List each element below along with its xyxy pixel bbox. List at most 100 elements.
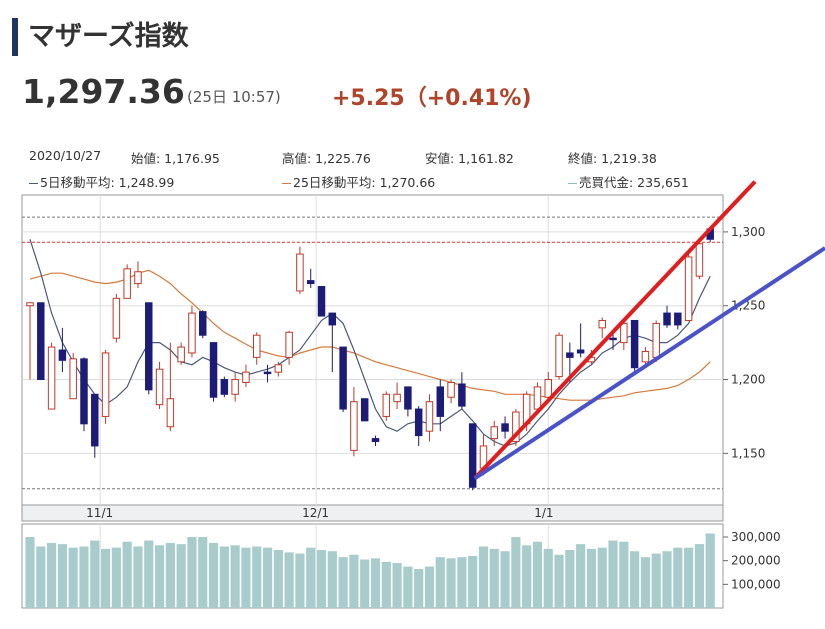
volume-bar <box>673 547 683 608</box>
candle-down <box>630 319 639 369</box>
candle-down <box>576 349 585 354</box>
candle-down <box>80 358 88 425</box>
volume-bar <box>586 548 597 608</box>
price-timestamp: (25日 10:57) <box>187 88 281 106</box>
volume-bar <box>392 563 402 608</box>
candle-up <box>47 346 56 410</box>
current-price: 1,297.36 <box>22 72 185 111</box>
info-low: 安値: 1,161.82 <box>425 151 514 166</box>
candle-down <box>371 438 380 443</box>
volume-bar <box>349 554 359 608</box>
volume-bar <box>230 545 240 608</box>
candle-down <box>566 352 574 358</box>
candle-up <box>382 393 391 417</box>
candle-up <box>252 334 261 358</box>
volume-bar <box>565 550 575 608</box>
title-accent-bar <box>12 18 18 56</box>
candle-down <box>663 312 671 326</box>
candle-up <box>544 379 552 398</box>
candle-up <box>26 302 34 307</box>
volume-bar <box>262 547 273 608</box>
candle-down <box>317 286 326 317</box>
candle-up <box>155 368 164 406</box>
candle-down <box>58 349 67 361</box>
x-tick-label: 1/1 <box>534 506 553 520</box>
candle-up <box>598 319 606 329</box>
y-tick-label: 1,200 <box>731 373 765 387</box>
candle-up <box>447 381 455 398</box>
volume-bar <box>489 548 499 608</box>
candle-up <box>620 322 628 344</box>
ma5-legend-swatch <box>29 183 38 184</box>
date-axis-band <box>21 504 724 522</box>
turnover-legend-swatch <box>568 183 577 184</box>
volume-bar <box>90 540 100 608</box>
volume-bar <box>619 541 629 608</box>
volume-bar <box>370 558 381 608</box>
candle-up <box>393 393 401 403</box>
ma5-legend-text: 5日移動平均: 1,248.99 <box>40 175 175 190</box>
volume-bar <box>554 554 564 608</box>
turnover-legend-text: 売買代金: 235,651 <box>579 175 689 190</box>
legend-ma5: 5日移動平均: 1,248.99 <box>29 172 174 191</box>
volume-bar <box>381 561 391 608</box>
volume-bar <box>219 546 229 608</box>
volume-bar <box>100 548 111 608</box>
volume-bar <box>47 542 57 608</box>
candle-down <box>339 346 347 410</box>
candle-up <box>242 371 250 383</box>
candle-down <box>414 408 423 437</box>
volume-bar <box>651 553 661 608</box>
volume-bar <box>468 555 478 608</box>
price-change: +5.25（+0.41%) <box>332 86 532 111</box>
candle-down <box>436 386 445 417</box>
volume-bar <box>316 550 327 608</box>
candle-up <box>350 401 358 451</box>
y-tick-label: 1,300 <box>731 225 765 239</box>
candle-down <box>209 342 218 398</box>
volume-bar <box>154 545 165 608</box>
volume-bar <box>295 553 305 608</box>
candle-down <box>145 302 153 391</box>
candle-up <box>188 312 196 354</box>
candle-up <box>112 297 121 339</box>
volume-bar <box>187 537 197 608</box>
ma25-legend-swatch <box>282 183 291 184</box>
volume-tick-label: 200,000 <box>731 554 781 568</box>
x-tick-label: 11/1 <box>86 506 113 520</box>
volume-bar <box>511 537 521 608</box>
candle-down <box>328 312 337 326</box>
candle-up <box>425 401 434 432</box>
candle-up <box>695 243 704 277</box>
volume-bar <box>457 557 467 608</box>
volume-bar <box>241 547 251 608</box>
volume-bar <box>705 533 715 608</box>
volume-tick-label: 100,000 <box>731 577 781 591</box>
volume-bar <box>684 547 694 608</box>
ma5-line <box>29 239 711 447</box>
volume-bar <box>338 557 348 608</box>
volume-bar <box>57 544 67 608</box>
candle-up <box>555 334 563 378</box>
volume-tick-label: 300,000 <box>731 530 781 544</box>
red-trend-line <box>473 180 757 480</box>
volume-bar <box>522 545 532 608</box>
page-title: マザーズ指数 <box>28 21 189 52</box>
volume-bar <box>111 547 121 608</box>
candle-up <box>274 364 283 373</box>
volume-bar <box>446 558 456 608</box>
volume-bar <box>36 546 46 608</box>
volume-bar <box>198 537 208 608</box>
volume-bar <box>694 544 704 608</box>
volume-bar <box>640 557 651 608</box>
volume-bar <box>252 546 262 608</box>
volume-bar <box>608 540 618 608</box>
volume-bar <box>532 541 543 608</box>
price-plot-frame <box>21 194 724 506</box>
candle-up <box>490 426 499 440</box>
volume-bar <box>273 550 283 608</box>
info-open: 始値: 1,176.95 <box>131 151 220 166</box>
candle-down <box>263 371 272 375</box>
volume-bar <box>630 551 640 608</box>
volume-bar <box>25 537 35 608</box>
